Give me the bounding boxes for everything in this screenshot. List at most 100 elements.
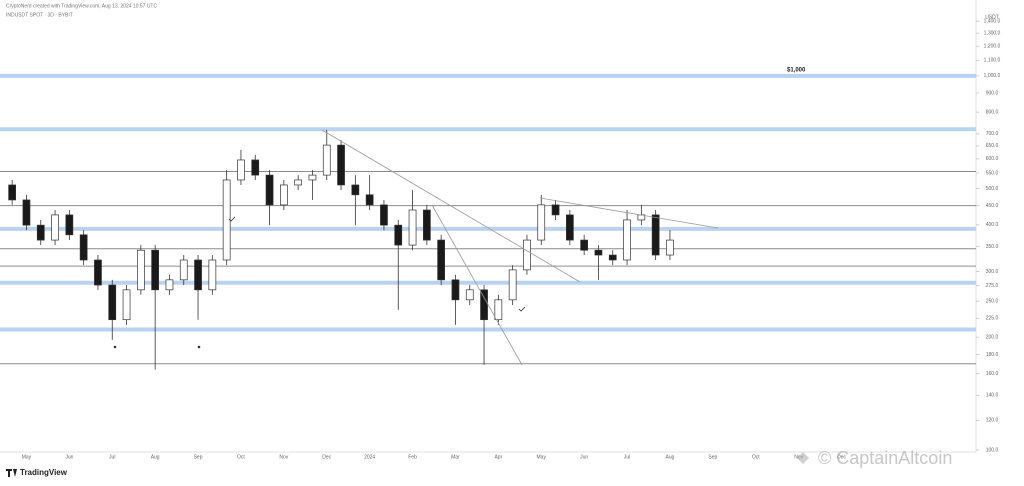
y-tick-label: 500.0 [986,186,999,192]
y-tick-label: 100.0 [986,447,999,453]
candle-body [265,174,274,206]
check-mark [228,216,236,222]
symbol: INDUSDT SPOT · 3D · BYBIT [6,12,73,18]
candle-body [423,209,431,241]
candle-body [194,259,202,291]
candle-body [251,159,260,176]
candle-body [94,259,102,286]
candle-body [308,174,317,181]
marker-dot [197,345,201,349]
y-tick-label: 275.0 [986,283,999,289]
y-tick-label: 1,100.0 [984,58,1001,64]
y-tick-label: 900.0 [986,90,999,96]
candle-body [666,239,674,256]
candle-body [451,279,460,301]
candle-body [565,214,574,241]
logo-icon [6,469,17,477]
level-annotation: $1,000 [787,68,806,74]
x-tick-label: Jul [109,454,115,460]
candle-body [237,159,245,181]
y-tick-label: 120.0 [986,418,999,424]
candle-body [465,289,474,301]
x-tick-label: Dec [322,454,331,460]
candle-body [108,284,117,321]
y-tick-label: 1,000.0 [984,73,1001,79]
x-tick-label: Oct [752,454,760,460]
candle-body [380,204,388,226]
trendline [539,197,719,229]
y-tick-label: 250.0 [986,298,999,304]
candle-body [494,299,503,321]
candle-body [437,239,445,281]
candle-body [365,194,374,206]
candle-body [551,204,560,216]
y-tick-label: 160.0 [986,371,999,377]
y-tick-label: 450.0 [986,203,999,209]
candle-body [294,179,302,186]
x-tick-label: Sep [708,454,717,460]
candle-body [179,259,188,281]
x-tick-label: Jun [580,454,588,460]
candle-body [480,289,488,321]
candle-body [337,144,345,186]
x-tick-label: Sep [194,454,203,460]
y-tick-label: 225.0 [986,316,999,322]
candle-body [8,184,16,201]
y-tick-label: 800.0 [986,109,999,115]
candle-body [51,214,59,241]
candle-body [523,239,531,271]
x-tick-label: Jul [624,454,630,460]
x-tick-label: Oct [237,454,245,460]
y-tick-label: 200.0 [986,335,999,341]
y-tick-label: 650.0 [986,143,999,149]
x-tick-label: Dec [837,454,846,460]
x-tick-label: Mar [451,454,460,460]
candle-body [651,214,660,256]
candle-body [208,259,217,291]
trendline [431,204,523,366]
y-tick-label: 1,400.0 [984,19,1001,25]
trendline [321,129,581,283]
check-mark [518,306,526,312]
x-tick-label: 2024 [364,454,375,460]
marker-dot [113,345,117,349]
candle-body [36,224,45,241]
y-tick-label: 350.0 [986,244,999,250]
y-tick-label: 140.0 [986,393,999,399]
candle-body [165,279,174,291]
x-tick-label: Aug [665,454,674,460]
candle-body [65,214,74,236]
y-tick-label: 600.0 [986,156,999,162]
candle-body [508,269,517,301]
plot: 1,400.0 1,300.0 1,200.0 1,100.0 1,000.0 900.0… [0,19,1001,460]
candle-body [594,249,603,256]
candle-body [322,144,331,176]
x-tick-label: May [22,454,32,460]
footer-logo: TradingView [6,468,68,477]
candle-body [122,289,131,321]
y-tick-label: 180.0 [986,352,999,358]
candle-body [280,184,288,206]
candle-body [408,209,417,246]
y-axis-label: USDT [985,14,999,20]
x-tick-label: Aug [151,454,160,460]
x-tick-label: Apr [494,454,502,460]
drawings [228,129,719,366]
y-tick-label: 1,300.0 [984,31,1001,37]
y-tick-label: 550.0 [986,170,999,176]
x-tick-label: May [537,454,547,460]
y-tick-label: 1,200.0 [984,44,1001,50]
x-tick-label: Nov [279,454,288,460]
candle-body [79,234,88,261]
logo-text: TradingView [20,468,68,477]
candle-body [22,199,31,226]
candle-body [137,249,145,291]
candle-body [351,184,360,196]
x-tick-label: Feb [408,454,417,460]
candle-body [222,179,231,261]
candle-body [580,239,589,251]
y-tick-label: 300.0 [986,269,999,275]
